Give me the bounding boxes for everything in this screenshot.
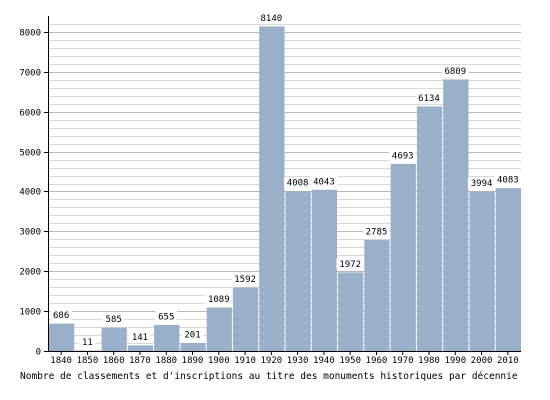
data-label-box — [283, 177, 312, 189]
data-label-box — [231, 273, 259, 285]
data-label-box — [257, 12, 286, 24]
data-label: 655 — [158, 312, 174, 322]
x-tick-label: 1900 — [208, 356, 230, 366]
data-label-box — [129, 331, 151, 343]
x-tick-label: 1860 — [103, 356, 125, 366]
bar-1990 — [443, 79, 469, 352]
data-label: 686 — [53, 311, 69, 321]
data-label-box — [415, 92, 443, 104]
axes — [48, 16, 521, 352]
bar-1880 — [154, 324, 180, 351]
x-tick-label: 2010 — [497, 356, 519, 366]
x-tick-label: 2000 — [471, 356, 493, 366]
data-label-box — [494, 174, 522, 186]
bar-1890 — [180, 342, 206, 351]
x-tick-label: 1970 — [392, 356, 414, 366]
bar-1870 — [127, 345, 154, 351]
data-label-box — [389, 149, 417, 161]
x-tick-label: 1880 — [155, 356, 177, 366]
x-tick-label: 1850 — [77, 356, 99, 366]
y-tick-label: 2000 — [19, 268, 41, 278]
y-tick-label: 6000 — [19, 109, 41, 119]
data-label: 1972 — [339, 260, 361, 270]
data-label: 4008 — [287, 179, 309, 189]
bar-1960 — [364, 239, 390, 351]
bar-1910 — [232, 287, 259, 351]
bar-1850 — [75, 350, 101, 352]
bar-2010 — [495, 188, 521, 351]
data-label: 11 — [82, 338, 93, 348]
x-axis-ticks: 1840 1850 1860 1870 1880 1890 1900 1910 1920 1930… — [50, 351, 519, 366]
bar-1950 — [338, 272, 364, 351]
y-tick-label: 1000 — [19, 308, 41, 318]
x-tick-label: 1840 — [50, 356, 72, 366]
data-label: 201 — [184, 330, 200, 340]
data-label-box — [441, 65, 470, 77]
y-tick-label: 5000 — [19, 149, 41, 159]
data-label: 141 — [132, 333, 148, 343]
bar-1900 — [206, 307, 232, 351]
data-label-box — [155, 310, 178, 322]
data-label: 4693 — [392, 151, 414, 161]
bars — [49, 26, 521, 352]
x-tick-label: 1990 — [444, 356, 466, 366]
bar-1930 — [285, 191, 311, 351]
data-label: 8140 — [261, 14, 283, 24]
bar-1980 — [416, 106, 443, 351]
data-label: 4083 — [497, 176, 519, 186]
x-tick-label: 1950 — [339, 356, 361, 366]
data-label: 585 — [106, 315, 122, 325]
x-tick-label: 1890 — [182, 356, 204, 366]
data-label-box — [102, 313, 125, 325]
x-tick-label: 1910 — [234, 356, 256, 366]
x-tick-label: 1940 — [313, 356, 335, 366]
y-axis-ticks: 0 1000 2000 3000 4000 5000 6000 7000 8000 — [19, 29, 48, 358]
data-label-box — [79, 336, 96, 348]
bar-1860 — [101, 327, 127, 351]
data-label: 4043 — [313, 177, 335, 187]
data-label-box — [467, 177, 496, 189]
x-tick-label: 1870 — [129, 356, 151, 366]
data-label: 6809 — [444, 67, 466, 77]
x-tick-label: 1980 — [418, 356, 440, 366]
y-tick-label: 7000 — [19, 69, 41, 79]
data-labels: 686 11 585 141 655 201 1089 1592 8140 4008 4043 197… — [50, 12, 522, 348]
bar-1840 — [49, 323, 75, 351]
bar-2000 — [469, 191, 495, 351]
data-label: 6134 — [418, 94, 440, 104]
data-label-box — [50, 309, 73, 321]
data-label-box — [181, 328, 204, 340]
data-label: 2785 — [366, 227, 388, 237]
x-tick-label: 1920 — [261, 356, 283, 366]
x-tick-label: 1930 — [287, 356, 309, 366]
bar-1920 — [259, 26, 285, 351]
y-tick-label: 4000 — [19, 188, 41, 198]
y-tick-label: 8000 — [19, 29, 41, 39]
data-label-box — [205, 293, 233, 305]
x-tick-label: 1960 — [366, 356, 388, 366]
data-label: 1089 — [208, 295, 230, 305]
y-tick-label: 0 — [36, 348, 41, 358]
chart-caption: Nombre de classements et d'inscriptions … — [20, 371, 518, 382]
data-label-box — [310, 175, 338, 187]
bar-1970 — [390, 163, 416, 351]
data-label: 3994 — [471, 179, 493, 189]
y-tick-label: 3000 — [19, 228, 41, 238]
data-label: 1592 — [234, 275, 256, 285]
bar-1940 — [311, 189, 338, 351]
data-label-box — [336, 258, 364, 270]
data-label-box — [362, 225, 391, 237]
